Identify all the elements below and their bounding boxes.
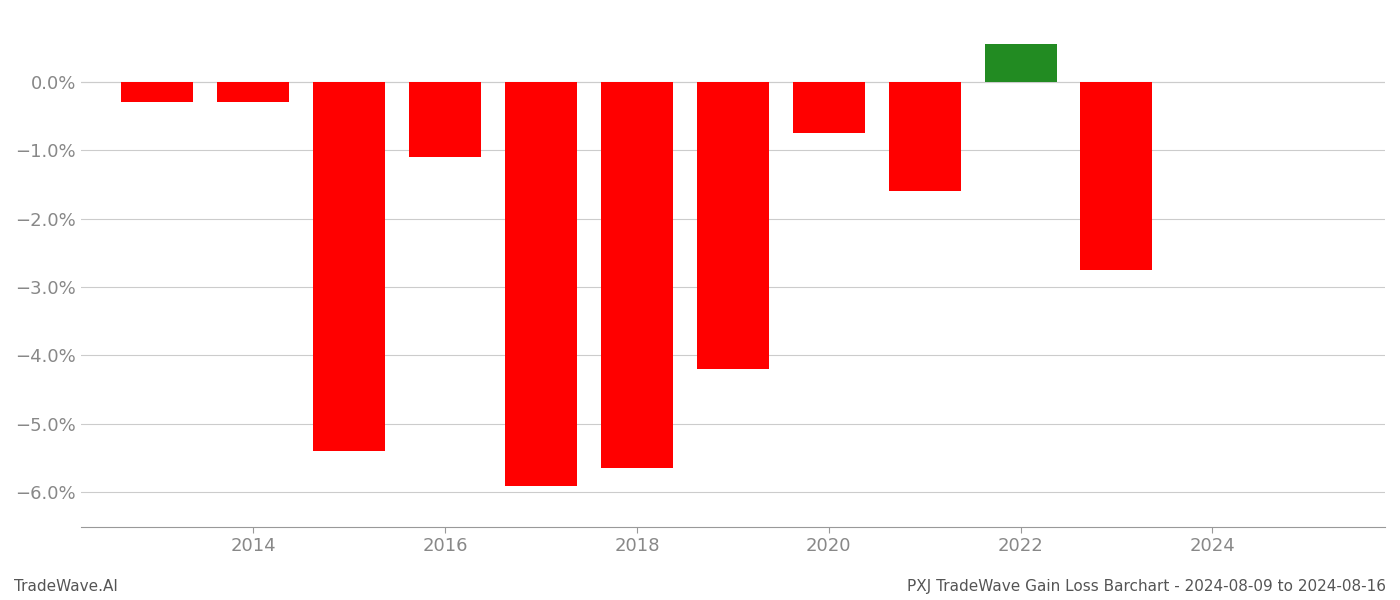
Bar: [409, 82, 482, 157]
Bar: [984, 44, 1057, 82]
Bar: [1081, 82, 1152, 270]
Text: TradeWave.AI: TradeWave.AI: [14, 579, 118, 594]
Bar: [889, 82, 960, 191]
Bar: [505, 82, 577, 485]
Bar: [792, 82, 865, 133]
Bar: [122, 82, 193, 102]
Bar: [601, 82, 673, 469]
Text: PXJ TradeWave Gain Loss Barchart - 2024-08-09 to 2024-08-16: PXJ TradeWave Gain Loss Barchart - 2024-…: [907, 579, 1386, 594]
Bar: [217, 82, 290, 102]
Bar: [314, 82, 385, 451]
Bar: [697, 82, 769, 369]
